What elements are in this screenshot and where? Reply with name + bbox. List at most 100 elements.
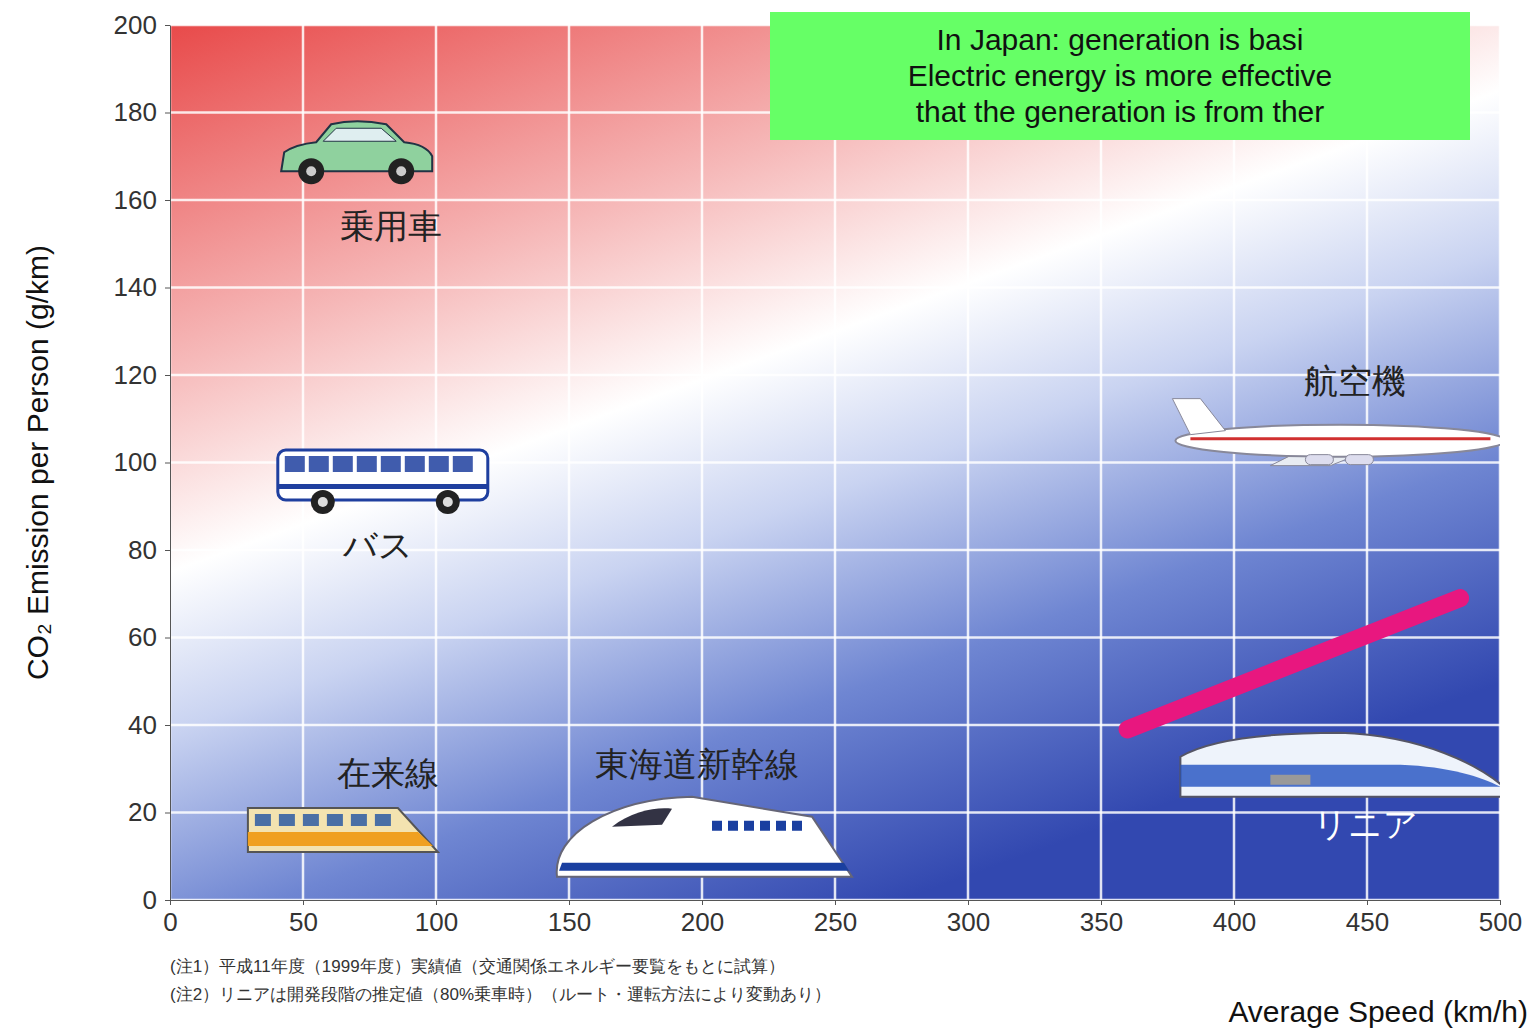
y-tick: 180 bbox=[114, 97, 170, 127]
y-tick: 0 bbox=[143, 885, 170, 915]
y-tick-mark bbox=[165, 813, 170, 814]
note: (注1）平成11年度（1999年度）実績値（交通関係エネルギー要覧をもとに試算） bbox=[170, 957, 785, 976]
x-tick-mark bbox=[1101, 900, 1102, 905]
plane-engine bbox=[1345, 455, 1373, 465]
bus-window bbox=[453, 456, 473, 472]
grid bbox=[170, 25, 1500, 900]
bus-body bbox=[278, 450, 488, 500]
chart: 0501001502002503003504004505000204060801… bbox=[0, 0, 1540, 1036]
y-tick-label: 160 bbox=[114, 185, 157, 215]
plane-stripe bbox=[1190, 437, 1490, 440]
y-tick-mark bbox=[165, 288, 170, 289]
y-grid-line bbox=[170, 724, 1500, 727]
x-tick: 250 bbox=[814, 900, 857, 937]
train-window bbox=[351, 814, 367, 826]
plot-background bbox=[170, 25, 1500, 900]
x-tick: 350 bbox=[1080, 900, 1123, 937]
y-tick-label: 140 bbox=[114, 272, 157, 302]
car-hub bbox=[396, 166, 406, 176]
bus-window bbox=[333, 456, 353, 472]
y-grid-line bbox=[170, 374, 1500, 377]
y-tick-label: 80 bbox=[128, 535, 157, 565]
x-tick-mark bbox=[1234, 900, 1235, 905]
point-label: 在来線 bbox=[337, 754, 439, 792]
x-tick: 100 bbox=[415, 900, 458, 937]
shinkansen-cab-window bbox=[760, 821, 770, 831]
note: (注2）リニアは開発段階の推定値（80%乗車時）（ルート・運転方法により変動あり… bbox=[170, 985, 831, 1004]
annotation-text: Electric energy is more effective bbox=[908, 59, 1333, 92]
x-tick-label: 200 bbox=[681, 907, 724, 937]
train-window bbox=[255, 814, 271, 826]
bus-window bbox=[309, 456, 329, 472]
car-hub bbox=[306, 166, 316, 176]
x-tick: 150 bbox=[548, 900, 591, 937]
shinkansen-body bbox=[557, 797, 852, 877]
x-tick: 450 bbox=[1346, 900, 1389, 937]
bus-window bbox=[405, 456, 425, 472]
x-tick-label: 400 bbox=[1213, 907, 1256, 937]
x-tick-label: 100 bbox=[415, 907, 458, 937]
x-axis: 050100150200250300350400450500 bbox=[163, 900, 1522, 937]
point-labels: 乗用車バス在来線東海道新幹線航空機リニア bbox=[337, 207, 1418, 843]
x-tick-label: 350 bbox=[1080, 907, 1123, 937]
x-tick-mark bbox=[569, 900, 570, 905]
x-tick-mark bbox=[702, 900, 703, 905]
maglev-body bbox=[1180, 733, 1500, 797]
x-tick-label: 150 bbox=[548, 907, 591, 937]
x-tick-mark bbox=[1500, 900, 1501, 905]
shinkansen-cab-window bbox=[792, 821, 802, 831]
shinkansen-stripe bbox=[559, 863, 849, 871]
x-tick-label: 50 bbox=[289, 907, 318, 937]
annotation-text: that the generation is from ther bbox=[916, 95, 1325, 128]
y-axis-line bbox=[170, 26, 171, 901]
x-tick: 0 bbox=[163, 900, 177, 937]
x-tick: 400 bbox=[1213, 900, 1256, 937]
shinkansen-window bbox=[612, 808, 672, 826]
y-tick-label: 60 bbox=[128, 622, 157, 652]
bus-wheel bbox=[311, 490, 335, 514]
car-window bbox=[323, 128, 396, 141]
x-tick-label: 450 bbox=[1346, 907, 1389, 937]
x-tick: 200 bbox=[681, 900, 724, 937]
x-tick-mark bbox=[835, 900, 836, 905]
bus-window bbox=[381, 456, 401, 472]
vehicle-icon bbox=[1180, 733, 1500, 797]
vehicle-icon bbox=[278, 450, 488, 514]
annotation-text: In Japan: generation is basi bbox=[937, 23, 1304, 56]
bus-wheel bbox=[436, 490, 460, 514]
train-stripe bbox=[248, 832, 433, 846]
x-tick-label: 250 bbox=[814, 907, 857, 937]
point-label: リニア bbox=[1313, 805, 1418, 843]
y-tick-mark bbox=[165, 25, 170, 26]
point-label: 東海道新幹線 bbox=[595, 745, 799, 783]
y-tick-label: 100 bbox=[114, 447, 157, 477]
plane-engine bbox=[1305, 455, 1333, 465]
point-label: バス bbox=[342, 526, 413, 564]
y-tick-label: 180 bbox=[114, 97, 157, 127]
x-tick-mark bbox=[1367, 900, 1368, 905]
shinkansen-cab-window bbox=[728, 821, 738, 831]
y-tick: 140 bbox=[114, 272, 170, 302]
maglev-bogie bbox=[1270, 775, 1310, 785]
vehicle-icon bbox=[1172, 399, 1500, 466]
shinkansen-cab-window bbox=[712, 821, 722, 831]
y-tick: 40 bbox=[128, 710, 170, 740]
bus-hub bbox=[318, 497, 328, 507]
car-wheel bbox=[388, 158, 414, 184]
bus-window bbox=[429, 456, 449, 472]
x-tick-mark bbox=[170, 900, 171, 905]
y-axis-title: CO₂ Emission per Person (g/km) bbox=[21, 245, 54, 680]
plane-tail bbox=[1172, 399, 1225, 435]
y-tick-mark bbox=[165, 900, 170, 901]
x-tick: 300 bbox=[947, 900, 990, 937]
x-tick-mark bbox=[436, 900, 437, 905]
vehicle-icon bbox=[557, 797, 852, 877]
marks bbox=[248, 121, 1500, 877]
y-tick-mark bbox=[165, 725, 170, 726]
train-window bbox=[327, 814, 343, 826]
shinkansen-cab-window bbox=[744, 821, 754, 831]
x-tick-mark bbox=[968, 900, 969, 905]
range-line bbox=[1128, 598, 1461, 729]
x-tick-label: 300 bbox=[947, 907, 990, 937]
x-tick-label: 0 bbox=[163, 907, 177, 937]
